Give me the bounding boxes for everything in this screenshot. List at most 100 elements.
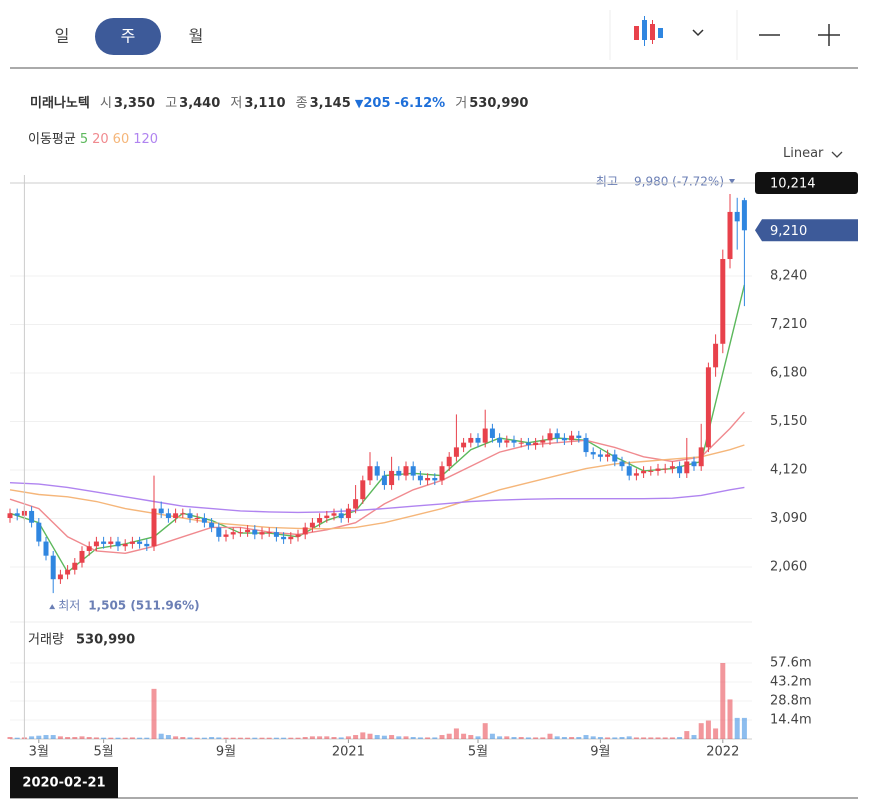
zoom-in[interactable] [818, 24, 840, 46]
value: 3,350 [113, 96, 156, 111]
volume-bar [576, 737, 582, 739]
volume-bar [245, 737, 251, 739]
volume-bar [461, 733, 467, 739]
candle-body [281, 536, 287, 540]
candle-body [381, 475, 387, 486]
tab[interactable]: 일 [55, 27, 70, 46]
volume-bar [698, 723, 704, 739]
volume-bar [223, 737, 229, 739]
volume-bar [540, 737, 546, 739]
ma-label: 이동평균 [28, 132, 76, 147]
candle-body [597, 454, 603, 457]
candle-body [180, 513, 186, 515]
candle-body [295, 534, 301, 537]
scale-chevron[interactable] [831, 151, 843, 158]
candle-body [518, 442, 524, 444]
volume-bar [115, 737, 121, 739]
volume-bar [108, 737, 114, 739]
volume-bar [209, 737, 215, 739]
candle-body [576, 435, 582, 438]
volume-bar [50, 735, 56, 739]
volume-bar [684, 731, 690, 739]
candle-body [482, 428, 488, 443]
candle-body [43, 541, 49, 556]
label: 종 [295, 96, 308, 111]
volume-bar [129, 737, 135, 739]
volume-bar [93, 737, 99, 739]
candle-body [612, 454, 618, 462]
crosshair-tag [755, 172, 858, 195]
last-price: 9,210 [770, 224, 807, 239]
candle-body [144, 543, 150, 547]
candle-body [36, 522, 42, 542]
candle-body [324, 515, 330, 519]
candle-body [741, 200, 747, 231]
volume-bar [360, 732, 366, 739]
candle-body [561, 437, 567, 441]
dropdown-chevron[interactable] [692, 29, 704, 37]
candle-body [698, 447, 704, 467]
high-text: 9,980 (-7.72%) [634, 175, 724, 189]
volume-bar [453, 728, 459, 739]
candle-body [72, 562, 78, 570]
x-tick-label: 2021 [332, 745, 365, 760]
candle-body [432, 477, 438, 481]
quote-header: 미래나노텍 시 3,350 고 3,440 저 3,110 종 3,145 ▼205 -… [28, 92, 528, 111]
volume-bar [669, 737, 675, 739]
volume-bar [677, 737, 683, 739]
scale-select[interactable]: Linear [783, 146, 824, 161]
candle-body [374, 466, 380, 476]
candle-body [360, 480, 366, 500]
tab[interactable]: 주 [121, 27, 136, 46]
volume-tick-label: 43.2m [770, 675, 812, 690]
candle-body [223, 534, 229, 537]
volume-bar [36, 735, 42, 739]
crosshair-price: 10,214 [770, 177, 816, 192]
volume-bar [612, 737, 618, 739]
volume-bar [468, 735, 474, 739]
volume-bar [583, 735, 589, 739]
candle-body [569, 435, 575, 441]
volume-bar [497, 736, 503, 739]
candle-body [158, 508, 164, 514]
high-marker [729, 179, 735, 185]
volume-bar [396, 736, 402, 739]
candle-body [605, 454, 611, 457]
volume-bar [446, 733, 452, 739]
volume-bar [144, 737, 150, 739]
candle-body [108, 541, 114, 544]
volume-bar [619, 737, 625, 739]
candle-body [237, 532, 243, 534]
volume-bar [252, 737, 258, 739]
volume-bar [741, 717, 747, 739]
candle-body [590, 452, 596, 455]
low-marker [49, 604, 56, 610]
high-label: 최고 [596, 175, 618, 189]
x-tick-label: 3월 [29, 745, 49, 760]
volume-bar [554, 736, 560, 739]
volume-bar [259, 737, 265, 739]
volume-bar [295, 737, 301, 739]
volume-bar [425, 737, 431, 739]
candle-body [345, 508, 351, 519]
candle-body [705, 367, 711, 448]
candle-body [475, 437, 481, 443]
candle-body [648, 470, 654, 472]
volume-bar [273, 737, 279, 739]
candle-body [554, 433, 560, 438]
y-tick-label: 5,150 [770, 414, 807, 429]
volume-bar [590, 736, 596, 739]
candle-icon[interactable] [634, 16, 663, 46]
tab-selected[interactable] [95, 18, 161, 55]
volume-bar [165, 735, 171, 739]
volume-bar [29, 736, 35, 739]
candle-body [338, 513, 344, 519]
volume-tick-label: 57.6m [770, 656, 812, 671]
tab[interactable]: 월 [189, 27, 204, 46]
candle-body [151, 508, 157, 547]
volume-bar [288, 737, 294, 739]
volume-bar [633, 737, 639, 739]
candle-body [65, 569, 71, 575]
crosshair-date: 2020-02-21 [22, 776, 105, 791]
